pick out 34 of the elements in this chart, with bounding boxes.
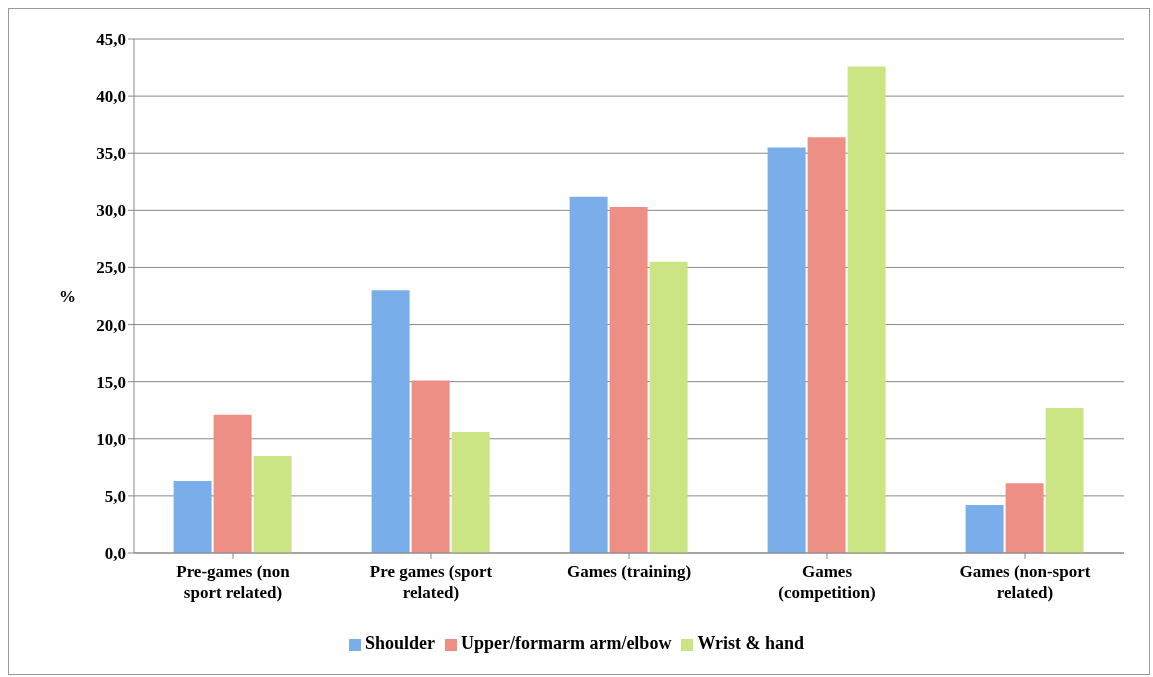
bar	[847, 66, 886, 553]
y-tick-label: 5,0	[104, 486, 126, 506]
x-tick-label: Games (training)	[566, 562, 692, 581]
legend-label: Shoulder	[364, 633, 435, 653]
bar	[807, 137, 846, 553]
bar	[451, 431, 490, 553]
x-tick-label: Pre games (sport related)	[369, 562, 493, 602]
bar	[569, 196, 608, 553]
x-tick-label: Games (competition)	[778, 562, 876, 602]
y-tick-label: 0,0	[104, 544, 126, 564]
bar	[411, 380, 450, 553]
y-tick-label: 45,0	[96, 30, 126, 50]
y-axis-title: %	[59, 287, 76, 307]
y-tick-label: 20,0	[96, 315, 126, 335]
bar	[1045, 407, 1084, 553]
bar	[371, 290, 410, 553]
y-tick-label: 25,0	[96, 258, 126, 278]
bar	[767, 147, 806, 553]
y-tick-label: 40,0	[96, 87, 126, 107]
x-tick-label: Games (non-sport related)	[959, 562, 1091, 602]
y-tick-label: 10,0	[96, 429, 126, 449]
y-tick-label: 15,0	[96, 372, 126, 392]
bar	[965, 505, 1004, 553]
y-tick-label: 30,0	[96, 201, 126, 221]
bar	[253, 455, 292, 553]
bar	[173, 481, 212, 553]
bar	[1005, 483, 1044, 553]
bar	[609, 206, 648, 553]
y-tick-label: 35,0	[96, 144, 126, 164]
x-tick-label: Pre-games (non sport related)	[176, 562, 291, 602]
bar	[649, 261, 688, 553]
legend-label: Wrist & hand	[697, 633, 805, 653]
bar	[213, 414, 252, 553]
legend-label: Upper/formarm arm/elbow	[460, 633, 672, 653]
